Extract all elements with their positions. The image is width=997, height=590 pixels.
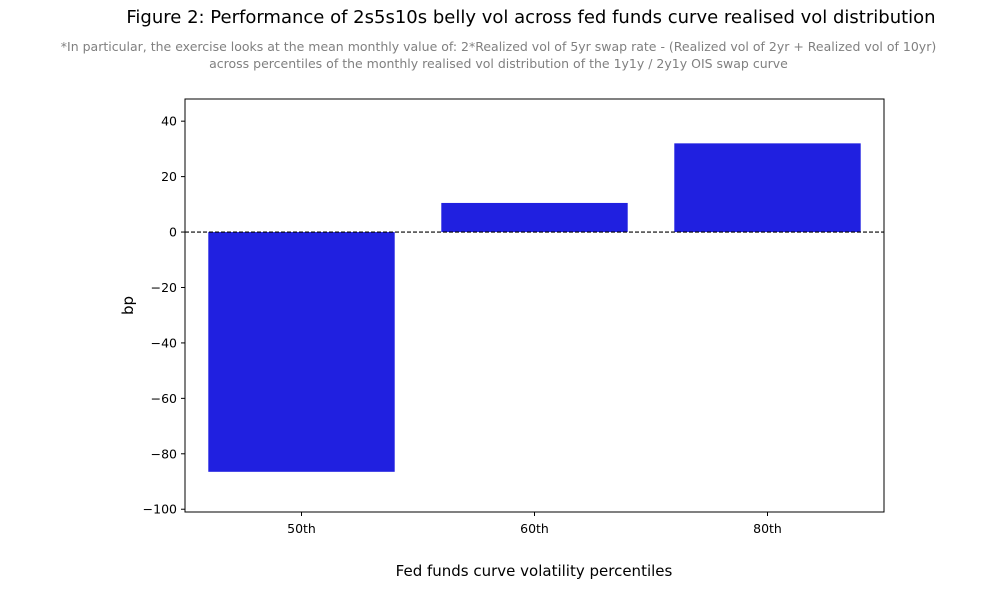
y-tick-label: −60: [151, 391, 177, 406]
y-tick-label: 40: [161, 114, 177, 129]
x-tick-label-80th: 80th: [753, 521, 782, 536]
y-tick-label: 0: [169, 225, 177, 240]
x-axis-label: Fed funds curve volatility percentiles: [396, 562, 673, 580]
y-tick-label: −40: [151, 335, 177, 350]
chart-subtitle: *In particular, the exercise looks at th…: [0, 38, 997, 72]
y-tick-label: −20: [151, 280, 177, 295]
chart-title: Figure 2: Performance of 2s5s10s belly v…: [126, 7, 936, 28]
x-axis: 50th 60th 80th: [287, 512, 782, 536]
x-tick-label-60th: 60th: [520, 521, 549, 536]
x-tick-label-50th: 50th: [287, 521, 316, 536]
bar-50th: [208, 232, 395, 472]
y-tick-label: 20: [161, 169, 177, 184]
subtitle-line-2: across percentiles of the monthly realis…: [209, 56, 788, 71]
y-tick-label: −100: [143, 502, 177, 517]
y-tick-label: −80: [151, 446, 177, 461]
subtitle-line-1: *In particular, the exercise looks at th…: [60, 39, 937, 54]
y-axis-label: bp: [119, 296, 137, 315]
bar-60th: [441, 202, 628, 233]
bar-80th: [674, 143, 861, 233]
bars-group: [208, 143, 861, 472]
y-axis: 40 20 0 −20 −40 −60 −80 −100: [143, 114, 185, 517]
